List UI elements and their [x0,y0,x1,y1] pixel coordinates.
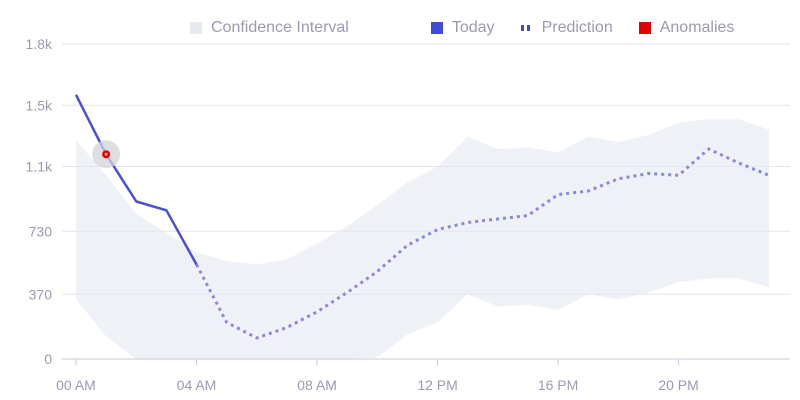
x-tick-label: 08 AM [297,377,337,393]
y-tick-label: 1.8k [26,36,53,52]
x-tick-label: 04 AM [177,377,217,393]
y-tick-label: 1.5k [26,97,53,113]
y-tick-label: 370 [29,286,53,302]
anomaly-point-core-0 [105,153,108,156]
x-tick-label: 12 PM [417,377,457,393]
y-tick-label: 730 [29,223,53,239]
x-tick-label: 00 AM [56,377,96,393]
y-tick-label: 0 [44,351,52,367]
confidence-interval-band [76,119,769,359]
x-tick-label: 16 PM [538,377,578,393]
x-tick-label: 20 PM [658,377,698,393]
y-tick-label: 1.1k [26,159,53,175]
